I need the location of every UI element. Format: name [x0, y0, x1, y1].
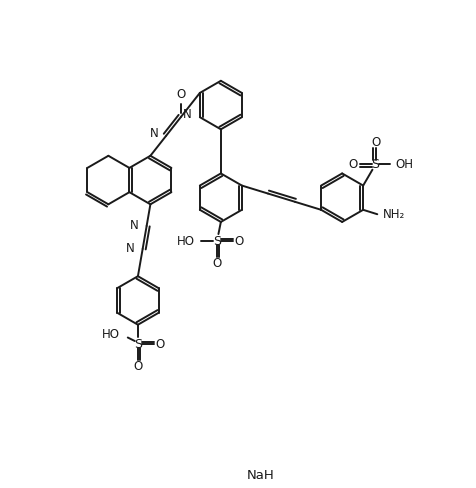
Text: O: O [155, 338, 164, 351]
Text: NaH: NaH [246, 469, 274, 482]
Text: O: O [234, 235, 243, 248]
Text: HO: HO [101, 328, 119, 341]
Text: N: N [129, 220, 139, 232]
Text: NH₂: NH₂ [382, 208, 404, 221]
Text: S: S [212, 235, 220, 248]
Text: N: N [126, 243, 134, 255]
Text: S: S [371, 158, 379, 171]
Text: OH: OH [395, 158, 413, 171]
Text: O: O [212, 257, 221, 270]
Text: O: O [176, 88, 185, 101]
Text: O: O [348, 158, 357, 171]
Text: O: O [370, 136, 379, 149]
Text: N: N [183, 108, 192, 121]
Text: O: O [133, 360, 142, 373]
Text: S: S [134, 338, 142, 351]
Text: N: N [149, 127, 158, 140]
Text: HO: HO [177, 235, 195, 248]
